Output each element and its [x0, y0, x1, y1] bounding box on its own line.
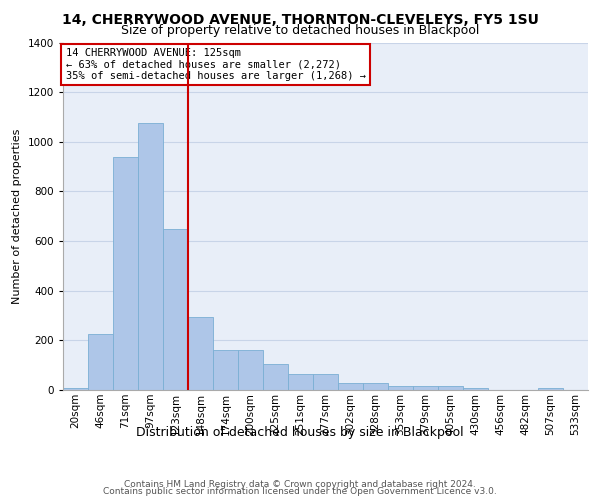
Bar	[413, 386, 438, 390]
Bar	[538, 388, 563, 390]
Bar	[213, 350, 238, 390]
Text: Distribution of detached houses by size in Blackpool: Distribution of detached houses by size …	[136, 426, 464, 439]
Bar	[263, 364, 288, 390]
Bar	[88, 334, 113, 390]
Bar	[438, 386, 463, 390]
Bar	[338, 382, 363, 390]
Bar	[363, 382, 388, 390]
Text: Contains public sector information licensed under the Open Government Licence v3: Contains public sector information licen…	[103, 487, 497, 496]
Text: Contains HM Land Registry data © Crown copyright and database right 2024.: Contains HM Land Registry data © Crown c…	[124, 480, 476, 489]
Bar	[388, 386, 413, 390]
Bar	[163, 228, 188, 390]
Bar	[188, 317, 213, 390]
Bar	[288, 374, 313, 390]
Bar	[113, 156, 138, 390]
Bar	[313, 374, 338, 390]
Bar	[63, 388, 88, 390]
Text: 14 CHERRYWOOD AVENUE: 125sqm
← 63% of detached houses are smaller (2,272)
35% of: 14 CHERRYWOOD AVENUE: 125sqm ← 63% of de…	[65, 48, 365, 81]
Bar	[463, 388, 488, 390]
Text: 14, CHERRYWOOD AVENUE, THORNTON-CLEVELEYS, FY5 1SU: 14, CHERRYWOOD AVENUE, THORNTON-CLEVELEY…	[62, 12, 538, 26]
Text: Size of property relative to detached houses in Blackpool: Size of property relative to detached ho…	[121, 24, 479, 37]
Y-axis label: Number of detached properties: Number of detached properties	[12, 128, 22, 304]
Bar	[238, 350, 263, 390]
Bar	[138, 123, 163, 390]
